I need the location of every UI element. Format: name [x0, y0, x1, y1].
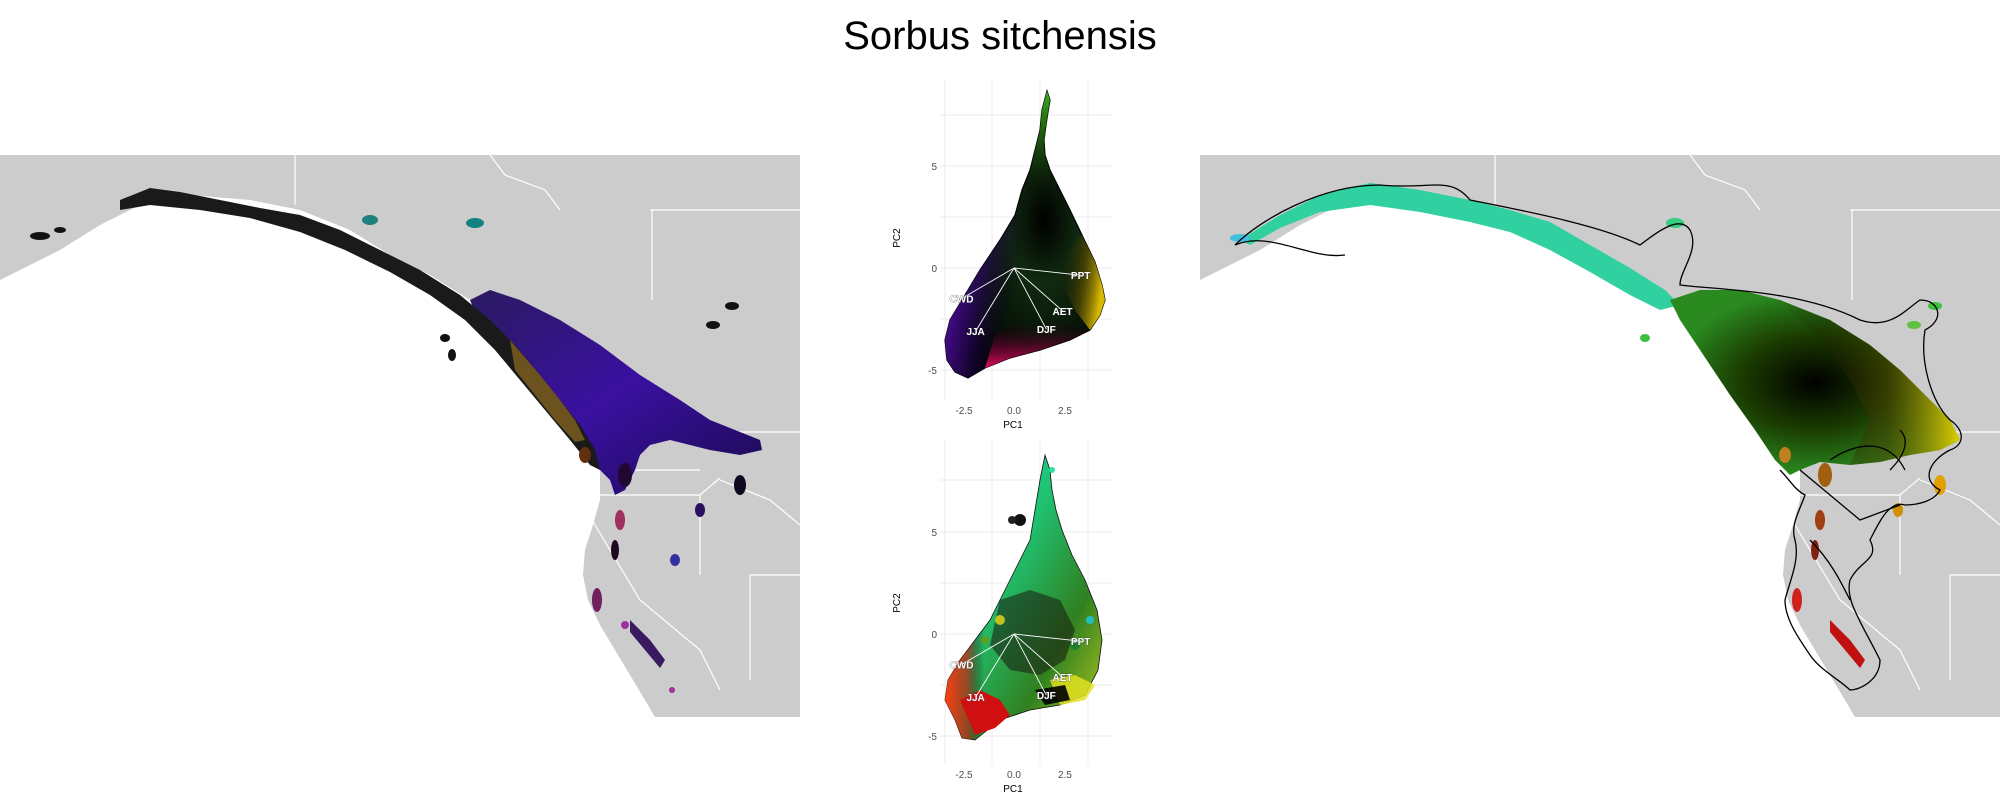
pca-bottom-loading-vector-aet — [1013, 633, 1063, 678]
pca-bottom-loading-label-djf: DJF — [1037, 691, 1056, 702]
pca-top-ytick-5: 5 — [931, 162, 937, 173]
pca-top-loading-label-aet: AET — [1052, 307, 1072, 318]
pca-bottom-loading-vector-cwd — [961, 633, 1015, 665]
pca-top-loading-vector-jja — [975, 267, 1015, 332]
left-map-outliers — [30, 215, 746, 693]
pca-bottom-loading-label-jja: JJA — [966, 693, 984, 704]
pca-top-xtick-0: 0.0 — [1007, 406, 1021, 417]
right-map-hull — [1234, 184, 1962, 691]
pca-top-xlabel: PC1 — [1003, 420, 1023, 431]
pca-top-cloud — [944, 88, 1106, 379]
pca-top-xtick-neg2.5: -2.5 — [955, 406, 973, 417]
left-map-range — [470, 290, 762, 495]
right-map-range-tint — [1780, 300, 1960, 465]
pca-top-loading-vector-ppt — [1013, 267, 1081, 276]
pca-bottom-ylabel: PC2 — [892, 593, 903, 613]
pca-top-loading-vector-cwd — [961, 267, 1015, 299]
pca-bottom-xlabel: PC1 — [1003, 784, 1023, 795]
pca-bottom-loading-label-cwd: CWD — [950, 661, 974, 672]
right-map-borders — [1494, 155, 2000, 691]
pca-top-ytick-0: 0 — [931, 264, 937, 275]
pca-bottom-axes: 5 0 -5 -2.5 0.0 2.5 PC1 PC2 — [892, 528, 1072, 795]
pca-top-panel: CWD JJA PPT AET DJF 5 0 -5 -2.5 0.0 2.5 PC1 … — [892, 80, 1112, 431]
pca-bottom-loading-vector-djf — [1013, 633, 1047, 696]
pca-bottom-xtick-neg2.5: -2.5 — [955, 770, 973, 781]
left-map-coast-tint — [510, 340, 585, 442]
pca-top-loadings: CWD JJA PPT AET DJF — [949, 267, 1091, 338]
right-map-coast-teal — [1240, 183, 1680, 310]
pca-bottom-loading-label-aet: AET — [1052, 673, 1072, 684]
left-map-coast-strip — [120, 188, 600, 470]
page-title: Sorbus sitchensis — [843, 14, 1157, 58]
pca-bottom-panel: CWD JJA PPT AET DJF 5 0 -5 -2.5 0.0 2.5 PC1 … — [892, 440, 1112, 795]
pca-top-axes: 5 0 -5 -2.5 0.0 2.5 PC1 PC2 — [892, 162, 1072, 431]
pca-bottom-xtick-2.5: 2.5 — [1058, 770, 1072, 781]
pca-top-loading-vector-djf — [1013, 267, 1047, 330]
pca-bottom-loading-vector-ppt — [1013, 633, 1081, 642]
pca-top-ylabel: PC2 — [892, 228, 903, 248]
pca-top-ytick-neg5: -5 — [928, 366, 937, 377]
left-map — [0, 155, 800, 717]
pca-bottom-ytick-5: 5 — [931, 528, 937, 539]
pca-bottom-loading-label-ppt: PPT — [1071, 637, 1090, 648]
pca-top-loading-label-jja: JJA — [966, 327, 984, 338]
right-map — [1200, 155, 2000, 717]
pca-top-loading-label-cwd: CWD — [950, 295, 974, 306]
pca-top-xtick-2.5: 2.5 — [1058, 406, 1072, 417]
pca-bottom-loadings: CWD JJA PPT AET DJF — [949, 633, 1091, 704]
pca-top-loading-label-ppt: PPT — [1071, 271, 1090, 282]
pca-bottom-cloud — [944, 453, 1103, 741]
pca-top-loading-label-djf: DJF — [1037, 325, 1056, 336]
pca-bottom-ytick-neg5: -5 — [928, 732, 937, 743]
pca-bottom-loading-vector-jja — [975, 633, 1015, 698]
pca-top-loading-vector-aet — [1013, 267, 1063, 312]
pca-bottom-xtick-0: 0.0 — [1007, 770, 1021, 781]
pca-bottom-ytick-0: 0 — [931, 630, 937, 641]
